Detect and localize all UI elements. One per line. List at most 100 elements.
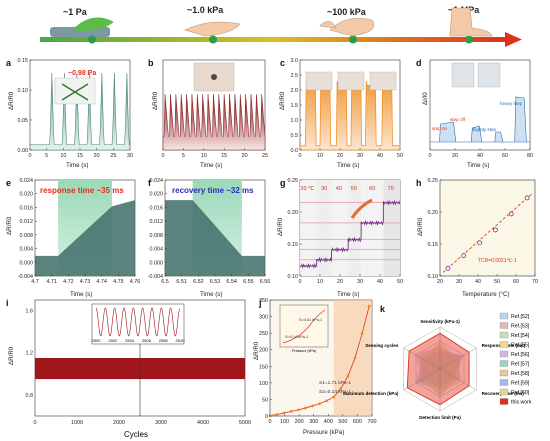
panel-h-xtick-label: 50 [494, 279, 500, 285]
pressure-arrow-shaft [40, 37, 505, 42]
panel-j-point [275, 413, 279, 416]
panel-j-s1: S1=1.71 kPa-1 [319, 380, 351, 386]
pressure-marker-4 [465, 35, 473, 44]
panel-k-legend-label: Ref.[52] [511, 314, 530, 320]
panel-g-ytick-label: 0.20 [288, 210, 299, 216]
panel-i-inset-tick-label: 2510 [176, 338, 186, 343]
panel-h-point [461, 253, 467, 258]
panel-d-xtick-label: 40 [477, 153, 483, 159]
panel-h-ytick-label: 0.20 [428, 210, 439, 216]
hand-press-illustration [319, 18, 375, 37]
panel-j-point [367, 304, 371, 308]
panel-g-temperature-label: 50 [351, 186, 357, 192]
panel-b-xtick-label: 15 [221, 153, 227, 159]
panel-f-ticks: 6.5 6.51 6.52 6.53 6.54 6.55 6.56 -0.004 0.000 0.… [148, 178, 271, 285]
panel-j-point [272, 413, 275, 417]
panel-e-ytick-label: 0.012 [20, 219, 34, 225]
panel-d-note-heavy: heavy step [500, 101, 523, 106]
panel-g-temperature-band [300, 180, 317, 276]
panel-a-inset-device [54, 77, 96, 105]
panel-f-ytick-label: -0.004 [148, 274, 163, 280]
panel-c-xtick-label: 40 [377, 153, 383, 159]
panel-k-legend-label: Ref.[56] [511, 352, 530, 358]
panel-i-xtick-label: 3000 [155, 420, 167, 426]
panel-k-legend-label: Ref.[57] [511, 362, 530, 368]
panel-k-radar: Sensitivity (kPa-1)Response time (ms)Rec… [343, 319, 526, 420]
panel-e-ytick-label: -0.004 [18, 274, 33, 280]
panel-g: g 20 ℃ 30 40 50 60 70 ΔR/R0 Time (s) 0 10 20 30 4… [277, 178, 403, 298]
panel-h-xtick-label: 30 [456, 279, 462, 285]
panel-f: f recovery time ~32 ms Time (s) 6.5 6.51 6… [148, 178, 271, 298]
panel-j-xtick-label: 700 [368, 419, 377, 425]
panel-h-point [477, 240, 482, 246]
panel-d-xlabel: Time (s) [467, 162, 489, 169]
panel-a-xtick-label: 0 [29, 153, 32, 159]
panel-h-xtick-label: 40 [475, 279, 481, 285]
panel-h-point [445, 265, 451, 271]
panel-g-xtick-label: 0 [299, 279, 302, 285]
panel-h-point [493, 227, 498, 233]
panel-j-points [268, 304, 371, 418]
panel-e-ytick-label: 0.016 [20, 205, 34, 211]
panel-h-letter: h [416, 178, 422, 188]
panel-j-xtick-label: 600 [353, 419, 362, 425]
panel-a-annotation: ~0.98 Pa [68, 70, 96, 77]
panel-j-ytick-label: 300 [259, 315, 268, 321]
panel-c-ytick-label: 2.0 [291, 88, 299, 94]
panel-g-xtick-label: 50 [397, 279, 403, 285]
panel-k-series-area [406, 332, 470, 406]
panel-j-curve [269, 306, 370, 417]
panel-c-ytick-label: 0.0 [291, 148, 299, 154]
panel-e-xtick-label: 4.76 [130, 279, 141, 285]
pressure-label-2: ~1.0 kPa [187, 5, 224, 15]
panel-c-xtick-label: 0 [299, 153, 302, 159]
panel-g-temperature-band [316, 180, 332, 276]
panel-g-temperature-bands [300, 180, 400, 276]
panel-h-ytick-label: 0.25 [428, 178, 439, 184]
panel-b: b ΔR/R0 Time (s) 0 5 10 15 20 25 [148, 58, 268, 169]
panel-f-ytick-label: 0.016 [150, 205, 164, 211]
panel-g-trace [299, 199, 401, 269]
panel-k-legend-swatch [499, 350, 509, 358]
panel-k-axis-label: Maximum detection (kPa) [343, 391, 399, 396]
panel-c-xtick-label: 10 [317, 153, 323, 159]
panel-k-legend-swatch [499, 388, 509, 396]
panel-g-ticks: 0 10 20 30 40 50 0.10 0.15 0.20 0.25 [288, 178, 404, 285]
panel-g-xlabel: Time (s) [337, 291, 359, 298]
panel-a-ytick-label: 0.10 [18, 88, 29, 94]
panel-k-legend-label: this work [511, 400, 532, 406]
panel-d-xtick-label: 80 [527, 153, 533, 159]
panel-a-ticks: 0 5 10 15 20 25 30 0.00 0.05 0.10 0.15 [18, 58, 134, 159]
panel-c-ytick-label: 1.5 [291, 103, 299, 109]
panel-i-inset-tick-label: 2504 [125, 338, 135, 343]
panel-b-xtick-label: 5 [182, 153, 185, 159]
panel-g-ytick-label: 0.10 [288, 274, 299, 280]
pressure-marker-3 [349, 35, 357, 44]
panel-d-note-step-off: step off [450, 117, 466, 122]
panel-j-ytick-label: 100 [259, 381, 268, 387]
panel-j-point [353, 356, 357, 360]
panel-j-point [311, 404, 314, 408]
panel-c-xtick-label: 20 [337, 153, 343, 159]
panel-f-ytick-label: 0.012 [150, 219, 164, 225]
panel-i-letter: i [6, 298, 9, 308]
panel-c-ytick-label: 3.0 [291, 58, 299, 64]
panel-h-frame [439, 179, 536, 277]
panel-k-legend-label: Ref.[55] [511, 343, 530, 349]
panel-c-ylabel: ΔR/R0 [279, 91, 286, 110]
panel-a-ytick-label: 0.05 [18, 118, 29, 124]
panel-j-ytick-label: 0 [265, 414, 268, 420]
panel-b-trace [162, 94, 266, 151]
panel-a-ytick-label: 0.00 [18, 148, 29, 154]
panel-i-ytick-label: 1.2 [26, 351, 34, 357]
panel-c-photo-3 [369, 71, 397, 91]
panel-j-ylabel: ΔR/R0 [253, 341, 260, 360]
pressure-label-3: ~100 kPa [327, 7, 367, 17]
panel-h-xtick-label: 60 [513, 279, 519, 285]
panel-e-xtick-label: 4.72 [63, 279, 74, 285]
panel-j-letter: j [258, 298, 262, 308]
panel-j-inset-note-1: S=4.61 kPa-1 [299, 318, 322, 322]
panel-i: i 2500 2502 2504 2506 2508 2510 ΔR/R0 Cycles … [6, 298, 251, 439]
panel-j-point [296, 408, 300, 412]
